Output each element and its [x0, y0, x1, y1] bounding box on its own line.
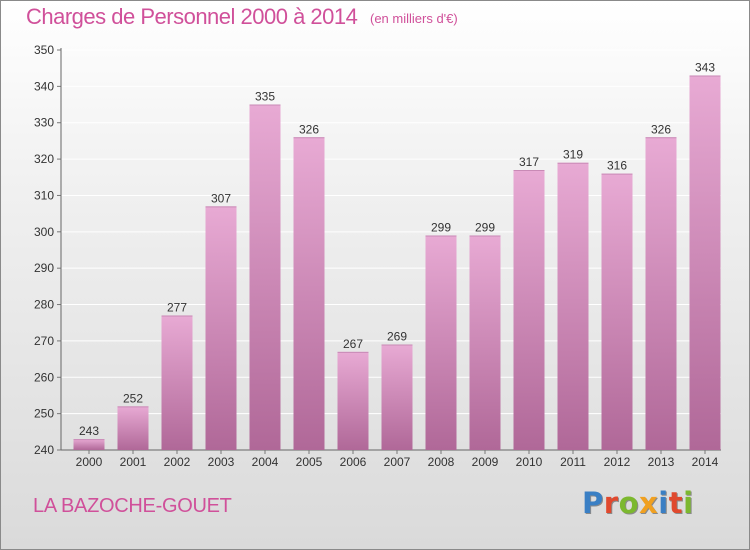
x-tick-label: 2014 — [692, 455, 719, 469]
bar — [469, 235, 501, 450]
y-tick-label: 290 — [34, 261, 54, 275]
data-label: 269 — [387, 330, 407, 344]
data-label: 326 — [299, 122, 319, 136]
y-tick-label: 260 — [34, 370, 54, 384]
commune-name: LA BAZOCHE-GOUET — [33, 495, 232, 517]
bar — [293, 137, 325, 451]
data-label: 299 — [431, 220, 451, 234]
x-tick-label: 2013 — [648, 455, 675, 469]
data-label: 252 — [123, 391, 143, 405]
y-tick-label: 320 — [34, 152, 54, 166]
y-tick-label: 300 — [34, 225, 54, 239]
bar — [645, 137, 677, 451]
bar — [689, 75, 721, 451]
x-tick-label: 2009 — [472, 455, 499, 469]
proxiti-logo: Proxiti — [582, 486, 694, 520]
y-tick-label: 340 — [34, 79, 54, 93]
logo-letter: P — [582, 486, 604, 520]
data-label: 317 — [519, 155, 539, 169]
bar — [337, 351, 369, 450]
x-tick-label: 2006 — [340, 455, 367, 469]
logo-letter: i — [658, 486, 669, 520]
y-tick-label: 280 — [34, 298, 54, 312]
x-tick-label: 2011 — [560, 455, 586, 469]
x-tick-label: 2001 — [120, 455, 147, 469]
bar — [601, 173, 633, 451]
data-label: 277 — [167, 300, 187, 314]
data-label: 343 — [695, 60, 715, 74]
x-tick-label: 2007 — [384, 455, 411, 469]
data-label: 299 — [475, 220, 495, 234]
y-tick-label: 310 — [34, 188, 54, 202]
bar — [73, 439, 105, 450]
logo-letter: r — [603, 486, 619, 520]
logo-letter: t — [668, 486, 684, 520]
x-tick-label: 2000 — [76, 455, 103, 469]
x-tick-label: 2005 — [296, 455, 323, 469]
logo-letter: i — [683, 486, 694, 520]
y-tick-label: 330 — [34, 116, 54, 130]
data-label: 307 — [211, 191, 231, 205]
data-label: 267 — [343, 337, 363, 351]
unit-note: (en milliers d'€) — [370, 11, 458, 26]
x-tick-label: 2012 — [604, 455, 631, 469]
y-tick-label: 350 — [34, 43, 54, 57]
bar — [557, 162, 589, 450]
chart-title: Charges de Personnel 2000 à 2014 — [26, 4, 358, 29]
y-tick-label: 270 — [34, 334, 54, 348]
x-tick-label: 2003 — [208, 455, 235, 469]
bar — [381, 344, 413, 450]
bar — [161, 315, 193, 450]
bar — [205, 206, 237, 450]
x-tick-label: 2010 — [516, 455, 543, 469]
x-tick-label: 2002 — [164, 455, 191, 469]
logo-letter: x — [639, 486, 659, 520]
bar — [249, 104, 281, 450]
bar — [513, 170, 545, 450]
y-tick-label: 240 — [34, 443, 54, 457]
data-label: 316 — [607, 159, 627, 173]
x-tick-label: 2004 — [252, 455, 279, 469]
data-label: 326 — [651, 122, 671, 136]
y-tick-label: 250 — [34, 407, 54, 421]
logo-letter: o — [618, 486, 640, 520]
data-label: 319 — [563, 148, 583, 162]
data-label: 335 — [255, 90, 275, 104]
x-tick-label: 2008 — [428, 455, 455, 469]
data-label: 243 — [79, 424, 99, 438]
bar — [117, 406, 149, 450]
bar — [425, 235, 457, 450]
